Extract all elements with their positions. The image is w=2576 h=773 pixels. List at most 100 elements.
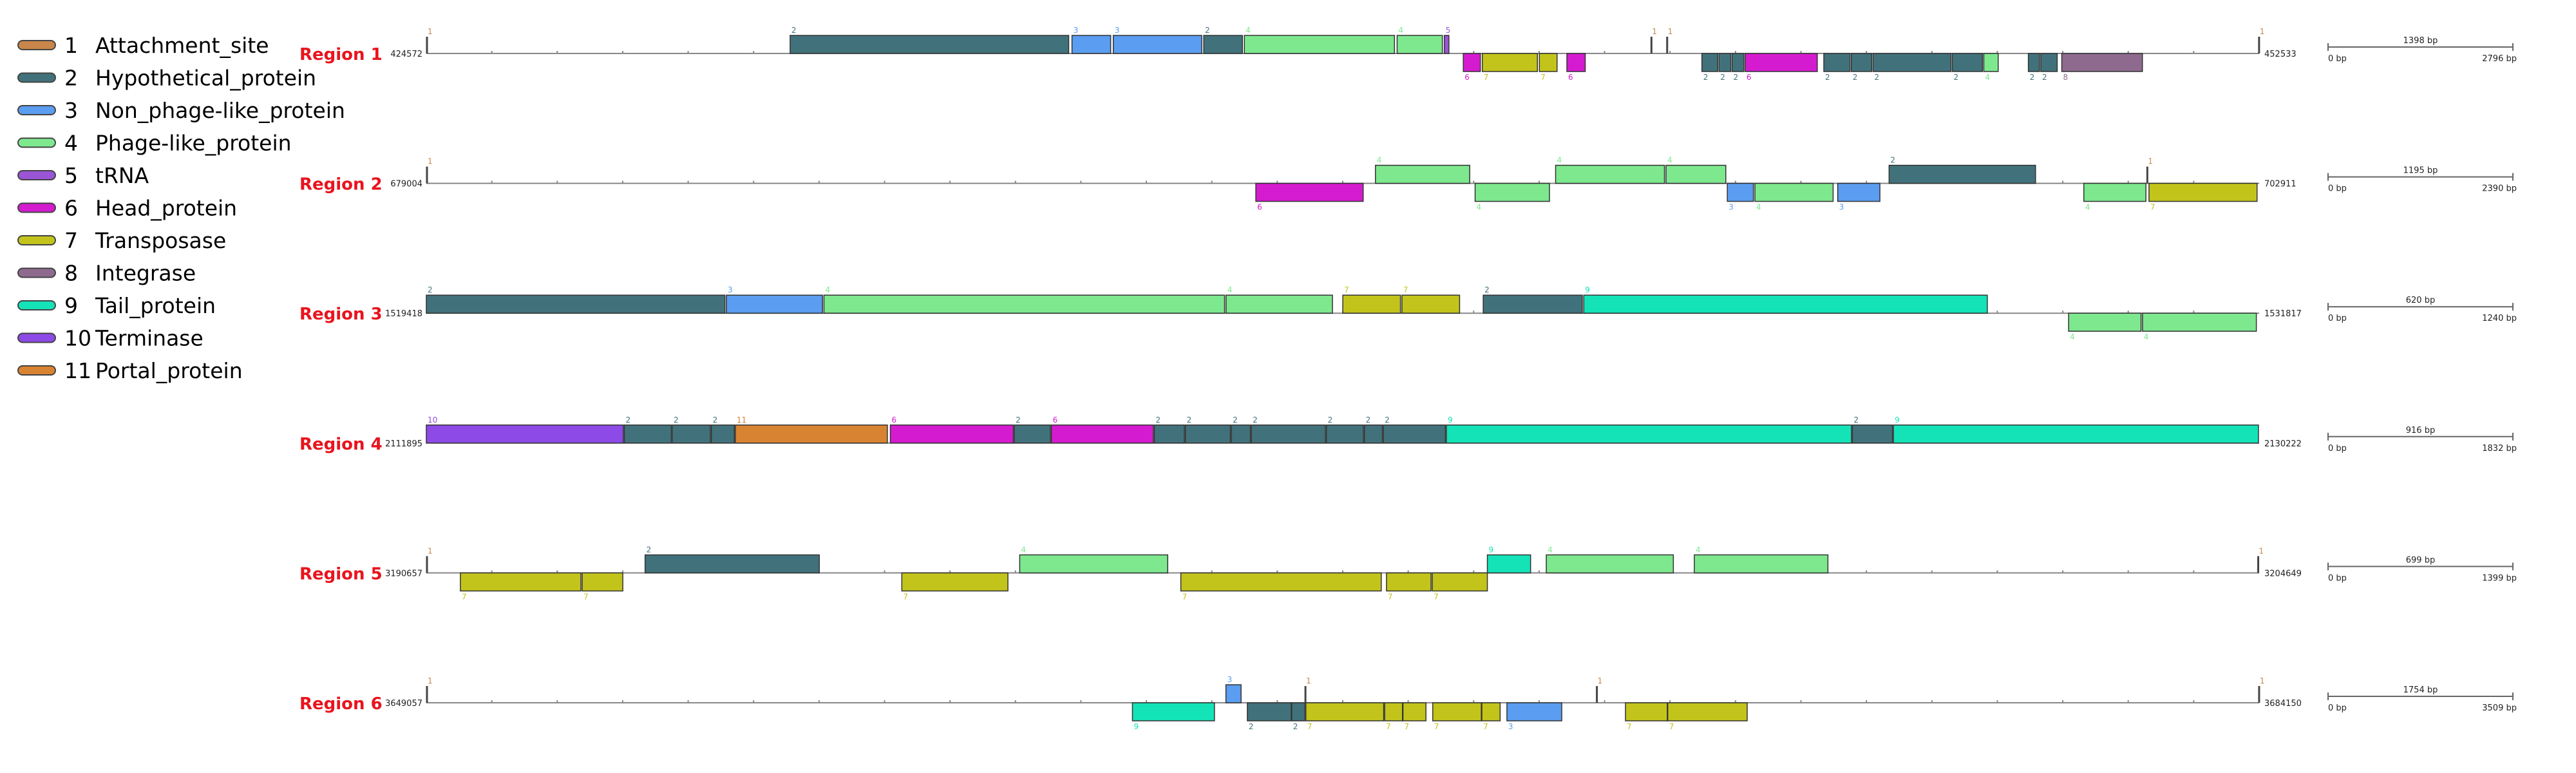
gene-block bbox=[1555, 164, 1665, 184]
gene-block bbox=[1305, 702, 1385, 721]
gene-type-number: 2 bbox=[1853, 415, 1859, 425]
gene-block bbox=[726, 294, 823, 314]
legend-item: 2 Hypothetical_protein bbox=[17, 66, 316, 91]
gene-block bbox=[1231, 425, 1251, 444]
gene-type-number: 2 bbox=[1293, 722, 1298, 731]
legend-number: 5 bbox=[64, 163, 78, 188]
gene-block bbox=[1383, 425, 1446, 444]
region-label: Region 5 bbox=[299, 564, 383, 584]
gene-type-number: 4 bbox=[1696, 545, 1701, 554]
gene-block bbox=[1539, 53, 1558, 72]
gene-type-number: 2 bbox=[1385, 415, 1390, 425]
region-end-coordinate: 3204649 bbox=[2264, 569, 2302, 578]
scale-bar-end: 1832 bp bbox=[2482, 444, 2517, 453]
legend-number: 6 bbox=[64, 196, 78, 221]
legend-number: 7 bbox=[64, 228, 78, 253]
legend-swatch bbox=[17, 202, 56, 213]
gene-block bbox=[1402, 702, 1426, 721]
gene-block bbox=[1625, 702, 1668, 721]
gene-type-number: 8 bbox=[2063, 73, 2069, 82]
gene-block bbox=[1291, 702, 1305, 721]
gene-block bbox=[1251, 425, 1326, 444]
gene-type-number: 4 bbox=[1398, 26, 1403, 35]
gene-type-number: 1 bbox=[2259, 546, 2264, 555]
gene-type-number: 1 bbox=[1598, 676, 1603, 685]
gene-block bbox=[1443, 35, 1450, 54]
region-track: Region 6 3649057 3684150 1 9 3 2 2 1 7 7 7 7 7 3 1 7 7 1 17… bbox=[299, 675, 2517, 731]
gene-block bbox=[1375, 164, 1470, 184]
gene-block bbox=[1244, 35, 1396, 54]
gene-type-number: 2 bbox=[1249, 722, 1254, 731]
gene-block bbox=[1255, 182, 1364, 202]
legend-swatch bbox=[17, 300, 56, 310]
scale-bar-length: 916 bp bbox=[2406, 426, 2435, 435]
gene-block bbox=[790, 35, 1070, 54]
gene-block bbox=[2061, 53, 2143, 72]
gene-type-number: 7 bbox=[2150, 203, 2155, 212]
gene-type-number: 2 bbox=[1720, 73, 1725, 82]
gene-type-number: 7 bbox=[1405, 722, 1410, 731]
region-label: Region 2 bbox=[299, 175, 383, 195]
gene-block bbox=[1386, 572, 1432, 592]
legend-number: 4 bbox=[64, 131, 78, 156]
scale-bar-end: 1240 bp bbox=[2482, 314, 2517, 323]
gene-block bbox=[1463, 53, 1481, 72]
region-end-coordinate: 1531817 bbox=[2264, 309, 2302, 319]
gene-type-number: 3 bbox=[1074, 26, 1079, 35]
legend-swatch bbox=[17, 40, 56, 50]
gene-block bbox=[460, 572, 582, 592]
gene-type-number: 7 bbox=[1344, 285, 1349, 294]
region-track: Region 5 3190657 3204649 1 7 7 2 7 4 7 7 7 9 4 4 1 699 b… bbox=[299, 545, 2517, 601]
gene-type-number: 4 bbox=[1227, 285, 1233, 294]
gene-block bbox=[1888, 164, 2036, 184]
gene-block bbox=[1851, 53, 1873, 72]
scale-bar-length: 1195 bp bbox=[2403, 166, 2438, 176]
scale-bar-length: 1754 bp bbox=[2403, 685, 2438, 695]
gene-type-number: 4 bbox=[1477, 203, 1482, 212]
legend-number: 3 bbox=[64, 98, 78, 123]
gene-type-number: 2 bbox=[713, 415, 718, 425]
legend-item: 3 Non_phage-like_protein bbox=[17, 98, 345, 123]
legend-label: Phage-like_protein bbox=[95, 131, 292, 156]
gene-type-number: 2 bbox=[2042, 73, 2047, 82]
gene-block bbox=[901, 572, 1009, 592]
gene-block bbox=[823, 294, 1226, 314]
gene-type-number: 3 bbox=[1728, 203, 1734, 212]
gene-block bbox=[1718, 53, 1732, 72]
legend-swatch bbox=[17, 235, 56, 245]
gene-type-number: 6 bbox=[1568, 73, 1573, 82]
gene-block bbox=[1665, 164, 1727, 184]
legend-item: 10 Terminase bbox=[17, 326, 204, 351]
region-end-coordinate: 3684150 bbox=[2264, 699, 2302, 709]
gene-type-number: 3 bbox=[1839, 203, 1844, 212]
gene-type-number: 11 bbox=[737, 415, 746, 425]
legend-number: 10 bbox=[64, 326, 91, 351]
legend-item: 9 Tail_protein bbox=[17, 293, 216, 318]
region-end-coordinate: 452533 bbox=[2264, 50, 2297, 59]
gene-block bbox=[1050, 425, 1154, 444]
gene-type-number: 1 bbox=[2260, 27, 2265, 36]
gene-type-number: 2 bbox=[1233, 415, 1238, 425]
gene-block bbox=[1203, 35, 1243, 54]
gene-type-number: 1 bbox=[2148, 157, 2153, 166]
gene-type-number: 2 bbox=[647, 545, 652, 554]
legend-swatch bbox=[17, 365, 56, 376]
region-start-coordinate: 1519418 bbox=[385, 309, 422, 319]
legend-swatch bbox=[17, 72, 56, 83]
gene-block bbox=[2068, 312, 2142, 332]
gene-block bbox=[1396, 35, 1443, 54]
gene-type-number: 9 bbox=[1133, 722, 1139, 731]
legend-item: 6 Head_protein bbox=[17, 196, 237, 221]
gene-type-number: 4 bbox=[1021, 545, 1026, 554]
gene-type-number: 1 bbox=[428, 27, 433, 36]
region-label: Region 4 bbox=[299, 435, 383, 454]
gene-type-number: 2 bbox=[1205, 26, 1210, 35]
region-track: Region 2 679004 702911 1 6 4 4 4 4 3 4 3 2 4 7 1 1195 bp… bbox=[299, 156, 2517, 212]
gene-block bbox=[426, 294, 726, 314]
scale-bar-length: 1398 bp bbox=[2403, 36, 2438, 46]
gene-type-number: 4 bbox=[1548, 545, 1553, 554]
gene-block bbox=[1694, 554, 1829, 574]
legend-item: 8 Integrase bbox=[17, 261, 196, 286]
gene-type-number: 7 bbox=[1669, 722, 1674, 731]
